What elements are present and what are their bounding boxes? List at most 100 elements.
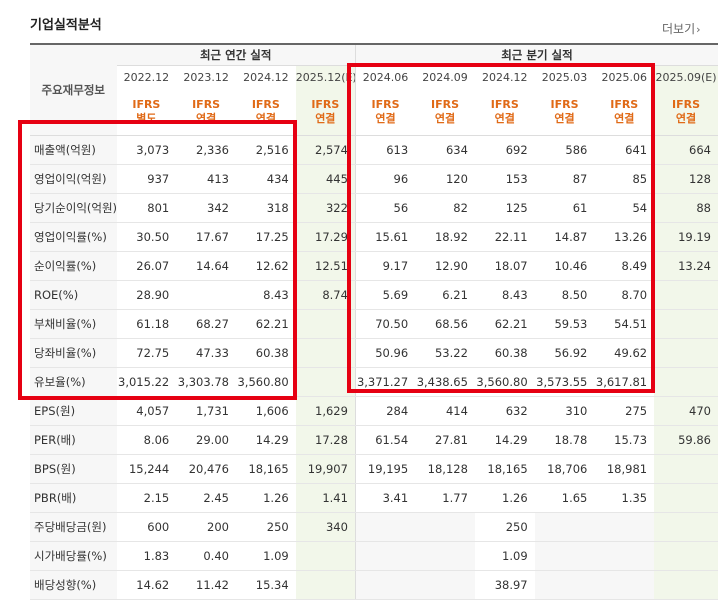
table-cell: 6.21 <box>415 280 475 310</box>
table-row: 순이익률(%) 26.07 14.64 12.62 12.51 9.17 12.90 18.0… <box>30 251 718 281</box>
table-cell: 322 <box>295 193 356 223</box>
table-cell <box>654 541 718 571</box>
period-header: 2025.03 <box>534 65 595 90</box>
basis-header: IFRS 연결 <box>235 90 296 136</box>
table-cell: 15.73 <box>594 425 655 455</box>
table-cell: 20,476 <box>176 454 236 484</box>
table-cell: 2.45 <box>176 483 236 513</box>
basis-scope: 연결 <box>315 112 336 126</box>
basis-scope: 연결 <box>375 112 396 126</box>
table-cell: 470 <box>654 395 718 426</box>
basis-header: IFRS 연결 <box>594 90 655 136</box>
table-cell: 1,629 <box>295 395 356 426</box>
more-label: 더보기 <box>662 22 696 36</box>
more-link[interactable]: 더보기› <box>662 20 701 37</box>
row-label: 영업이익(억원) <box>30 164 117 194</box>
row-label: 배당성향(%) <box>30 570 117 600</box>
table-cell: 54 <box>594 193 655 223</box>
table-cell: 414 <box>415 395 475 426</box>
table-cell <box>534 511 595 542</box>
period-header: 2024.12 <box>235 65 296 90</box>
table-cell <box>654 338 718 368</box>
table-cell: 3,371.27 <box>354 367 416 397</box>
table-cell: 634 <box>415 135 475 165</box>
table-cell: 62.21 <box>474 308 535 339</box>
table-cell: 342 <box>176 193 236 223</box>
table-cell: 56 <box>354 193 416 223</box>
table-cell: 96 <box>354 164 416 194</box>
table-cell <box>415 570 475 600</box>
basis-standard: IFRS <box>431 98 460 112</box>
row-label: PBR(배) <box>30 483 117 513</box>
table-row: 부채비율(%) 61.18 68.27 62.21 70.50 68.56 62.21 59.… <box>30 308 718 339</box>
table-row: EPS(원) 4,057 1,731 1,606 1,629 284 414 632 310 27… <box>30 395 718 426</box>
basis-standard: IFRS <box>311 98 340 112</box>
table-cell <box>594 570 655 600</box>
table-row: 영업이익률(%) 30.50 17.67 17.25 17.29 15.61 18.92 22… <box>30 221 718 252</box>
table-cell: 15.61 <box>354 221 416 252</box>
table-cell: 200 <box>176 511 236 542</box>
table-cell: 61.54 <box>354 425 416 455</box>
table-cell: 18.78 <box>534 425 595 455</box>
table-cell: 18.92 <box>415 221 475 252</box>
table-cell: 613 <box>354 135 416 165</box>
table-cell: 19,907 <box>295 454 356 484</box>
table-cell: 632 <box>474 395 535 426</box>
table-cell: 54.51 <box>594 308 655 339</box>
row-label: ROE(%) <box>30 280 117 310</box>
table-cell <box>594 541 655 571</box>
table-cell <box>654 483 718 513</box>
table-cell: 9.17 <box>354 251 416 281</box>
table-cell: 12.51 <box>295 251 356 281</box>
basis-scope: 연결 <box>195 112 217 126</box>
table-cell <box>295 541 356 571</box>
table-cell <box>354 570 416 600</box>
table-cell <box>415 541 475 571</box>
row-label: 순이익률(%) <box>30 251 117 281</box>
table-cell: 50.96 <box>354 338 416 368</box>
basis-scope: 연결 <box>614 112 635 126</box>
table-cell: 8.74 <box>295 280 356 310</box>
table-cell: 19.19 <box>654 221 718 252</box>
table-cell: 14.29 <box>235 425 296 455</box>
table-cell: 310 <box>534 395 595 426</box>
table-row: PER(배) 8.06 29.00 14.29 17.28 61.54 27.81 14.29… <box>30 425 718 455</box>
table-cell: 434 <box>235 164 296 194</box>
table-row: 당좌비율(%) 72.75 47.33 60.38 50.96 53.22 60.38 56.… <box>30 338 718 368</box>
table-cell <box>415 511 475 542</box>
table-cell <box>295 367 356 397</box>
table-cell: 8.43 <box>235 280 296 310</box>
period-header: 2024.06 <box>354 65 416 90</box>
table-cell: 284 <box>354 395 416 426</box>
basis-scope: 연결 <box>255 112 276 126</box>
table-row: 당기순이익(억원) 801 342 318 322 56 82 125 61 54 88 <box>30 193 718 223</box>
table-cell: 13.26 <box>594 221 655 252</box>
table-cell: 19,195 <box>354 454 416 484</box>
table-cell: 937 <box>116 164 177 194</box>
table-cell: 62.21 <box>235 308 296 339</box>
table-cell: 60.38 <box>235 338 296 368</box>
period-header: 2024.12 <box>474 65 535 90</box>
basis-scope: 연결 <box>434 112 456 126</box>
row-label: 당좌비율(%) <box>30 338 117 368</box>
table-cell <box>654 280 718 310</box>
table-cell: 2,574 <box>295 135 356 165</box>
table-cell: 22.11 <box>474 221 535 252</box>
table-cell <box>295 308 356 339</box>
basis-header: IFRS 연결 <box>415 90 475 136</box>
table-cell: 318 <box>235 193 296 223</box>
table-cell: 4,057 <box>116 395 177 426</box>
table-cell: 47.33 <box>176 338 236 368</box>
table-cell: 14.64 <box>176 251 236 281</box>
table-cell: 8.43 <box>474 280 535 310</box>
table-cell: 13.24 <box>654 251 718 281</box>
table-cell: 2.15 <box>116 483 177 513</box>
table-row: 시가배당률(%) 1.83 0.40 1.09 1.09 <box>30 541 718 571</box>
financial-summary-table: 주요재무정보 최근 연간 실적 최근 분기 실적 2022.12 2023.12 2… <box>30 43 718 600</box>
table-cell: 1,606 <box>235 395 296 426</box>
basis-header: IFRS 연결 <box>176 90 236 136</box>
table-cell: 3,073 <box>116 135 177 165</box>
row-label: 당기순이익(억원) <box>30 193 117 223</box>
table-cell: 53.22 <box>415 338 475 368</box>
table-cell: 664 <box>654 135 718 165</box>
